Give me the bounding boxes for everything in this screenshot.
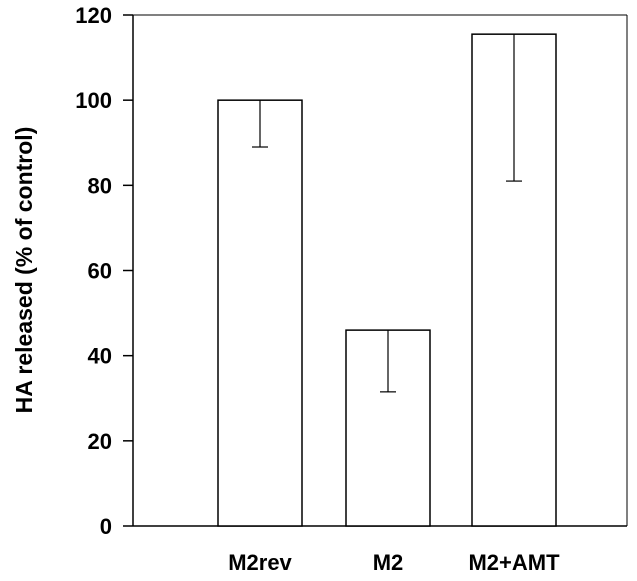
y-tick-label: 20 [88,429,112,454]
y-tick-label: 60 [88,259,112,284]
y-tick-label: 100 [75,88,112,113]
y-axis-ticks: 0 20 40 60 80 100 120 [75,3,133,539]
y-tick-label: 80 [88,173,112,198]
bars-group [217,33,557,527]
bar-m2rev [217,99,303,527]
y-tick-label: 120 [75,3,112,28]
y-tick-label: 40 [88,344,112,369]
y-tick-label: 0 [100,514,112,539]
category-labels: M2rev M2 M2+AMT [228,550,560,575]
category-label: M2rev [228,550,292,575]
category-label: M2 [373,550,404,575]
y-axis-title: HA released (% of control) [11,127,37,414]
category-label: M2+AMT [468,550,560,575]
